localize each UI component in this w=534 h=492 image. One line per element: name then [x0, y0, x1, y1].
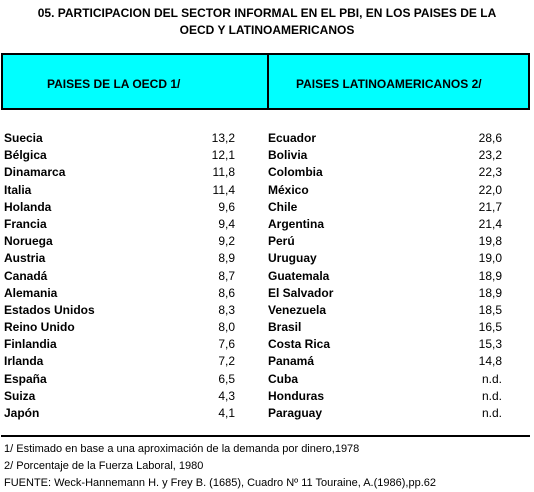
- footnotes: 1/ Estimado en base a una aproximación d…: [4, 441, 436, 492]
- oecd-country: Finlandia: [4, 337, 57, 352]
- oecd-country: Italia: [4, 182, 32, 197]
- header-divider: [267, 55, 269, 108]
- latam-value: 18,9: [478, 268, 502, 283]
- table-row: Dinamarca 11,8 Colombia 22,3: [0, 164, 534, 181]
- latam-country: Colombia: [268, 165, 323, 180]
- oecd-value: 9,4: [218, 216, 235, 231]
- oecd-value: 4,3: [218, 388, 235, 403]
- oecd-value: 12,1: [211, 148, 235, 163]
- footnote-2: 2/ Porcentaje de la Fuerza Laboral, 1980: [4, 460, 204, 472]
- oecd-country: Holanda: [4, 199, 52, 214]
- latam-country: El Salvador: [268, 285, 334, 300]
- latam-value: n.d.: [481, 406, 502, 420]
- table-row: Reino Unido 8,0 Brasil 16,5: [0, 319, 534, 336]
- latam-country: Venezuela: [268, 302, 327, 317]
- oecd-country: Japón: [4, 406, 40, 420]
- title-line-1: 05. PARTICIPACION DEL SECTOR INFORMAL EN…: [37, 6, 497, 20]
- table-row: Estados Unidos 8,3 Venezuela 18,5: [0, 302, 534, 319]
- footnote-1: 1/ Estimado en base a una aproximación d…: [4, 443, 360, 455]
- page-title: 05. PARTICIPACION DEL SECTOR INFORMAL EN…: [0, 5, 534, 39]
- latam-country: Bolivia: [268, 148, 308, 163]
- oecd-country: Alemania: [4, 285, 58, 300]
- latam-country: Ecuador: [268, 131, 317, 145]
- latam-value: n.d.: [481, 371, 502, 386]
- oecd-country: Canadá: [4, 268, 48, 283]
- oecd-value: 6,5: [218, 371, 235, 386]
- oecd-country: Noruega: [4, 234, 53, 249]
- latam-value: 16,5: [478, 320, 502, 335]
- table-row: Noruega 9,2 Perú 19,8: [0, 233, 534, 250]
- oecd-country: Austria: [4, 251, 46, 266]
- oecd-value: 8,3: [218, 302, 235, 317]
- title-line-2: OECD Y LATINOAMERICANOS: [179, 23, 355, 37]
- latam-country: Paraguay: [268, 406, 323, 420]
- latam-value: 18,9: [478, 285, 502, 300]
- table-row: Austria 8,9 Uruguay 19,0: [0, 250, 534, 267]
- oecd-value: 8,6: [218, 285, 235, 300]
- oecd-value: 8,9: [218, 251, 235, 266]
- oecd-country: Suiza: [4, 388, 36, 403]
- bottom-rule: [1, 435, 530, 437]
- latam-value: 15,3: [478, 337, 502, 352]
- latam-value: 21,4: [478, 216, 502, 231]
- oecd-value: 8,7: [218, 268, 235, 283]
- table-row: Finlandia 7,6 Costa Rica 15,3: [0, 336, 534, 353]
- latam-value: n.d.: [481, 388, 502, 403]
- latam-country: Brasil: [268, 320, 302, 335]
- oecd-country: Bélgica: [4, 148, 47, 163]
- oecd-value: 8,0: [218, 320, 235, 335]
- footnote-source: FUENTE: Weck-Hannemann H. y Frey B. (168…: [4, 477, 436, 489]
- oecd-value: 9,6: [218, 199, 235, 214]
- latam-country: Guatemala: [268, 268, 330, 283]
- table-row: Japón 4,1 Paraguay n.d.: [0, 405, 534, 422]
- oecd-value: 13,2: [211, 131, 235, 145]
- latam-country: Argentina: [268, 216, 325, 231]
- latam-value: 23,2: [478, 148, 502, 163]
- latam-country: Chile: [268, 199, 298, 214]
- oecd-country: Irlanda: [4, 354, 44, 369]
- table-row: Francia 9,4 Argentina 21,4: [0, 216, 534, 233]
- table-row: Holanda 9,6 Chile 21,7: [0, 199, 534, 216]
- oecd-country: Suecia: [4, 131, 43, 145]
- oecd-country: Estados Unidos: [4, 302, 95, 317]
- latam-country: Honduras: [268, 388, 325, 403]
- table-row: Suiza 4,3 Honduras n.d.: [0, 388, 534, 405]
- oecd-country: España: [4, 371, 47, 386]
- oecd-value: 11,8: [212, 165, 235, 180]
- header-latinoamericanos: PAISES LATINOAMERICANOS 2/: [296, 77, 482, 91]
- table-row: Irlanda 7,2 Panamá 14,8: [0, 353, 534, 370]
- latam-country: México: [268, 182, 309, 197]
- latam-value: 19,0: [478, 251, 502, 266]
- table-row: Italia 11,4 México 22,0: [0, 182, 534, 199]
- header-oecd: PAISES DE LA OECD 1/: [47, 77, 181, 91]
- oecd-country: Dinamarca: [4, 165, 66, 180]
- latam-country: Perú: [268, 234, 295, 249]
- oecd-country: Reino Unido: [4, 320, 75, 335]
- oecd-value: 7,2: [218, 354, 235, 369]
- latam-value: 19,8: [478, 234, 502, 249]
- latam-country: Uruguay: [268, 251, 317, 266]
- latam-value: 18,5: [478, 302, 502, 317]
- table-row: Bélgica 12,1 Bolivia 23,2: [0, 147, 534, 164]
- latam-country: Panamá: [268, 354, 315, 369]
- latam-value: 28,6: [478, 131, 502, 145]
- oecd-value: 11,4: [212, 182, 235, 197]
- table-row: Suecia 13,2 Ecuador 28,6: [0, 130, 534, 147]
- table-row: Alemania 8,6 El Salvador 18,9: [0, 285, 534, 302]
- latam-value: 21,7: [478, 199, 502, 214]
- table-row: España 6,5 Cuba n.d.: [0, 371, 534, 388]
- latam-value: 22,0: [478, 182, 502, 197]
- data-table: Suecia 13,2 Ecuador 28,6 Bélgica 12,1 Bolivia 2…: [0, 130, 534, 422]
- oecd-value: 9,2: [218, 234, 235, 249]
- oecd-value: 7,6: [218, 337, 235, 352]
- column-header-box: PAISES DE LA OECD 1/ PAISES LATINOAMERIC…: [1, 53, 530, 110]
- oecd-value: 4,1: [218, 406, 235, 420]
- latam-value: 22,3: [478, 165, 502, 180]
- latam-country: Cuba: [268, 371, 298, 386]
- table-row: Canadá 8,7 Guatemala 18,9: [0, 268, 534, 285]
- latam-country: Costa Rica: [268, 337, 331, 352]
- oecd-country: Francia: [4, 216, 47, 231]
- latam-value: 14,8: [478, 354, 502, 369]
